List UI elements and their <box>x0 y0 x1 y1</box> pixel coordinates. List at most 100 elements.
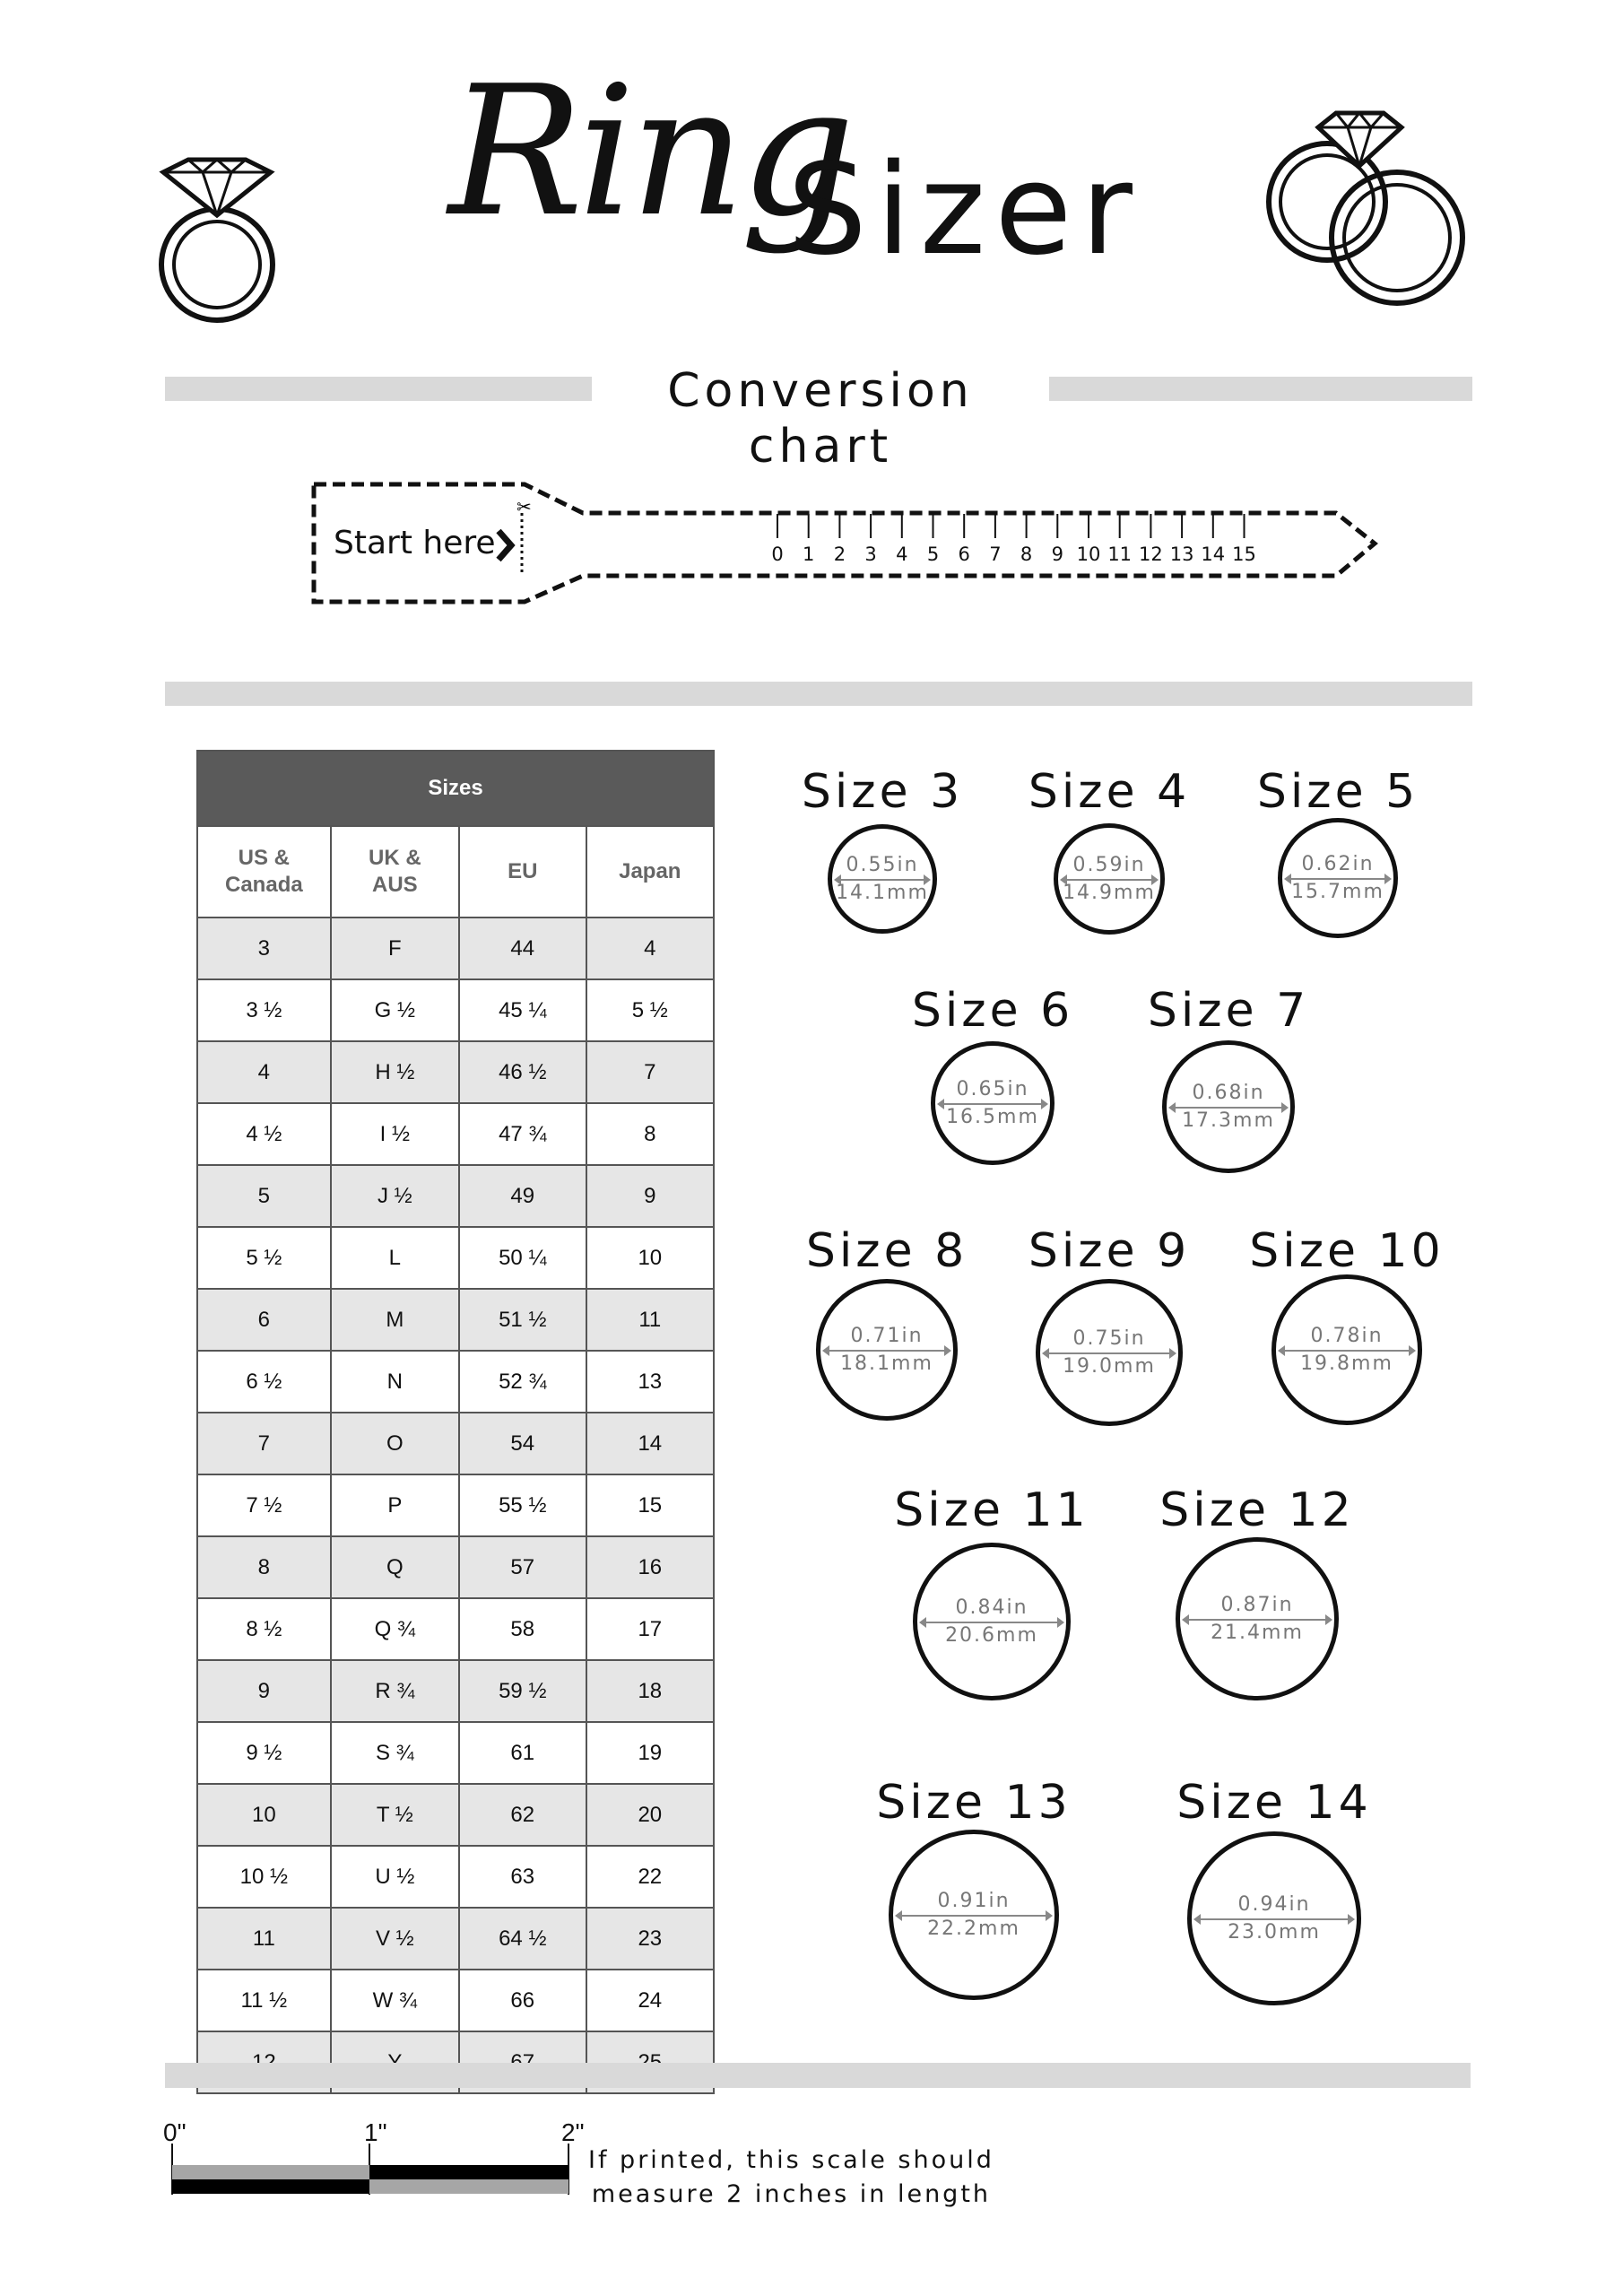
table-row: 7 ½ P 55 ½ 15 <box>196 1474 716 1537</box>
ring-diameter-inches: 0.68in <box>1192 1082 1265 1104</box>
strip-tick-label: 13 <box>1169 544 1194 565</box>
ring-size-circle: 0.91in 22.2mm <box>889 1830 1059 2000</box>
ring-size-circle: 0.78in 19.8mm <box>1271 1274 1422 1425</box>
table-cell: 20 <box>585 1783 716 1847</box>
strip-tick-label: 15 <box>1232 544 1256 565</box>
ring-diameter-inches: 0.91in <box>937 1890 1011 1912</box>
table-cell: F <box>329 917 460 980</box>
table-row: 5 ½ L 50 ¼ 10 <box>196 1226 716 1290</box>
table-cell: 59 ½ <box>457 1659 587 1723</box>
table-cell: 8 ½ <box>196 1597 332 1661</box>
table-cell: 23 <box>585 1907 716 1970</box>
table-row: 3 F 44 4 <box>196 917 716 980</box>
table-cell: 11 <box>196 1907 332 1970</box>
table-cell: G ½ <box>329 978 460 1042</box>
table-cell: T ½ <box>329 1783 460 1847</box>
chevron-right-icon <box>496 528 516 562</box>
table-cell: M <box>329 1288 460 1352</box>
scale-note: If printed, this scale should measure 2 … <box>588 2144 994 2212</box>
double-arrow-icon <box>1278 1345 1416 1356</box>
table-cell: 6 <box>196 1288 332 1352</box>
table-cell: 10 <box>196 1783 332 1847</box>
ring-diameter-inches: 0.78in <box>1310 1325 1384 1347</box>
table-cell: 50 ¼ <box>457 1226 587 1290</box>
double-arrow-icon <box>822 1345 951 1356</box>
double-arrow-icon <box>1042 1348 1176 1359</box>
table-cell: J ½ <box>329 1164 460 1228</box>
table-cell: 52 ¾ <box>457 1350 587 1413</box>
strip-tick-label: 3 <box>864 544 877 565</box>
table-cell: 9 <box>196 1659 332 1723</box>
table-cell: 7 <box>196 1412 332 1475</box>
divider-bar <box>165 682 1472 706</box>
ring-diameter-mm: 17.3mm <box>1182 1109 1275 1132</box>
table-cell: 4 <box>585 917 716 980</box>
table-cell: 45 ¼ <box>457 978 587 1042</box>
table-row: 6 M 51 ½ 11 <box>196 1288 716 1352</box>
table-row: 11 V ½ 64 ½ 23 <box>196 1907 716 1970</box>
ring-diameter-mm: 19.8mm <box>1300 1352 1393 1375</box>
table-cell: 55 ½ <box>457 1474 587 1537</box>
ring-size-label: Size 8 <box>805 1224 968 1278</box>
double-arrow-icon <box>1284 874 1392 884</box>
table-cell: 46 ½ <box>457 1040 587 1104</box>
ring-diameter-mm: 19.0mm <box>1063 1355 1156 1378</box>
start-here-label: Start here <box>334 525 496 561</box>
table-cell: 9 ½ <box>196 1721 332 1785</box>
table-cell: 5 <box>196 1164 332 1228</box>
scale-tick-2: 2" <box>561 2118 585 2146</box>
table-cell: 11 <box>585 1288 716 1352</box>
ring-diameter-inches: 0.75in <box>1072 1327 1146 1350</box>
table-cell: 8 <box>585 1102 716 1166</box>
ring-diameter-inches: 0.71in <box>850 1325 924 1347</box>
table-cell: 61 <box>457 1721 587 1785</box>
table-cell: Q ¾ <box>329 1597 460 1661</box>
table-cell: L <box>329 1226 460 1290</box>
table-cell: P <box>329 1474 460 1537</box>
ring-diameter-inches: 0.65in <box>956 1078 1029 1100</box>
table-cell: 8 <box>196 1535 332 1599</box>
strip-tick-label: 2 <box>833 544 846 565</box>
table-cell: 57 <box>457 1535 587 1599</box>
strip-tick-label: 1 <box>803 544 815 565</box>
table-cell: 51 ½ <box>457 1288 587 1352</box>
table-cell: I ½ <box>329 1102 460 1166</box>
double-arrow-icon <box>834 874 931 885</box>
table-cell: 17 <box>585 1597 716 1661</box>
table-title: Sizes <box>196 750 715 827</box>
table-cell: 24 <box>585 1969 716 2032</box>
table-cell: 62 <box>457 1783 587 1847</box>
ring-size-circle: 0.68in 17.3mm <box>1162 1040 1295 1173</box>
table-cell: 13 <box>585 1350 716 1413</box>
ring-size-label: Size 11 <box>894 1483 1089 1537</box>
table-cell: N <box>329 1350 460 1413</box>
double-arrow-icon <box>919 1617 1064 1628</box>
table-cell: 5 ½ <box>196 1226 332 1290</box>
double-arrow-icon <box>895 1910 1053 1921</box>
table-cell: 15 <box>585 1474 716 1537</box>
ring-size-label: Size 3 <box>801 765 964 819</box>
table-cell: 16 <box>585 1535 716 1599</box>
strip-tick-label: 8 <box>1020 544 1033 565</box>
ring-size-label: Size 5 <box>1256 765 1419 819</box>
ring-size-label: Size 10 <box>1249 1224 1445 1278</box>
table-cell: 3 ½ <box>196 978 332 1042</box>
ring-diameter-mm: 22.2mm <box>927 1918 1020 1940</box>
ring-diameter-inches: 0.87in <box>1220 1594 1294 1616</box>
table-cell: 7 <box>585 1040 716 1104</box>
ring-size-label: Size 12 <box>1159 1483 1355 1537</box>
ring-size-circle: 0.87in 21.4mm <box>1176 1537 1339 1700</box>
column-header: Japan <box>585 825 716 918</box>
strip-tick-label: 6 <box>958 544 970 565</box>
divider-bar <box>165 2063 1471 2088</box>
ring-size-label: Size 6 <box>911 984 1074 1038</box>
table-cell: U ½ <box>329 1845 460 1909</box>
double-arrow-icon <box>1182 1614 1332 1625</box>
strip-tick-label: 4 <box>896 544 908 565</box>
